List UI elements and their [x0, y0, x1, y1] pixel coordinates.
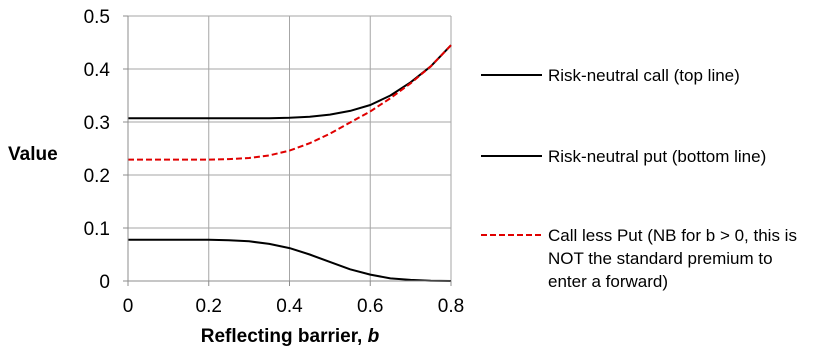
axes	[123, 15, 452, 286]
y-tick-label: 0.3	[84, 113, 110, 134]
y-tick-label: 0.4	[84, 60, 111, 81]
x-tick-label: 0.4	[276, 296, 303, 317]
x-axis-title: Reflecting barrier, b	[201, 326, 380, 347]
y-tick-label: 0.1	[84, 219, 110, 240]
series-line-1	[128, 44, 452, 120]
x-axis-title-text: Reflecting barrier,	[201, 326, 368, 347]
tick-labels: 0 0.1 0.2 0.3 0.4 0.5 0 0.2 0.4 0.6 0.8	[84, 7, 465, 317]
series-lines	[128, 44, 452, 282]
legend-label-1: Risk-neutral call (top line)	[548, 66, 740, 85]
y-tick-label: 0.5	[84, 7, 110, 28]
series-line-2	[128, 238, 452, 282]
x-tick-label: 0.8	[438, 296, 464, 317]
y-tick-label: 0.2	[84, 166, 110, 187]
y-axis-title: Value	[8, 144, 58, 165]
legend-label-2: Risk-neutral put (bottom line)	[548, 147, 766, 166]
x-tick-label: 0.2	[196, 296, 222, 317]
series-line-3	[128, 44, 452, 161]
x-axis-title-italic: b	[368, 326, 380, 347]
x-tick-label: 0.6	[357, 296, 383, 317]
gridlines	[128, 15, 452, 281]
legend: Risk-neutral call (top line) Risk-neutral…	[481, 66, 797, 291]
legend-label-3: Call less Put (NB for b > 0, this is NOT …	[548, 226, 797, 291]
y-tick-label: 0	[99, 272, 110, 293]
x-tick-label: 0	[123, 296, 134, 317]
